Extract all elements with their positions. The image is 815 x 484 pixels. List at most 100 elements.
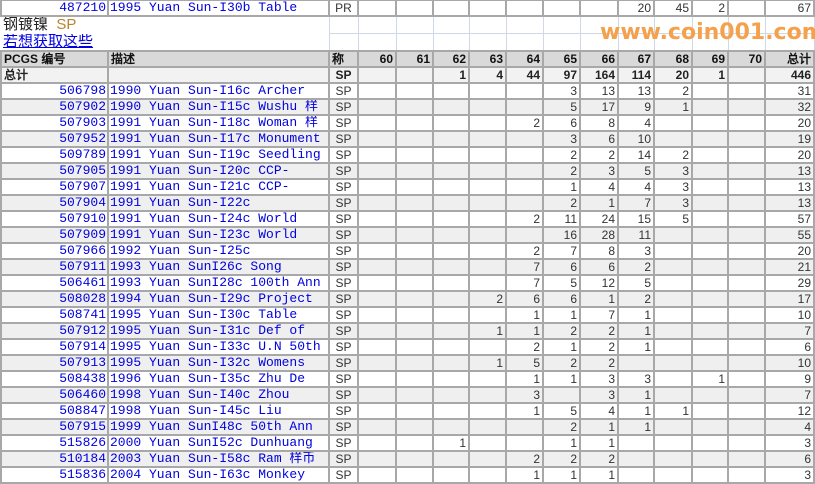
description[interactable]: 1991 Yuan Sun-I21c CCP-	[107, 178, 330, 196]
pcgs-number[interactable]: 507913	[0, 354, 109, 372]
grade-64-count: 1	[505, 370, 544, 388]
grade-61-count	[395, 146, 434, 164]
totals-grade-67: 114	[617, 66, 655, 84]
description[interactable]: 1990 Yuan Sun-I16c Archer	[107, 82, 330, 100]
pcgs-number[interactable]: 508741	[0, 306, 109, 324]
grade-69-count	[691, 162, 729, 180]
grade-67-count: 20	[617, 0, 655, 17]
pcgs-number[interactable]: 507914	[0, 338, 109, 356]
pcgs-number[interactable]: 506460	[0, 386, 109, 404]
pcgs-number[interactable]: 507966	[0, 242, 109, 260]
grade-69-count	[691, 322, 729, 340]
pcgs-number[interactable]: 507903	[0, 114, 109, 132]
pcgs-number[interactable]: 508847	[0, 402, 109, 420]
grade-63-count	[468, 178, 507, 196]
pcgs-number[interactable]: 506798	[0, 82, 109, 100]
pcgs-number[interactable]: 515826	[0, 434, 109, 452]
pcgs-number[interactable]: 515836	[0, 466, 109, 484]
grade-68-count	[653, 386, 693, 404]
grade-61-count	[395, 242, 434, 260]
grade-63-count	[468, 130, 507, 148]
grade-64-count: 2	[505, 210, 544, 228]
description[interactable]: 1991 Yuan Sun-I17c Monument	[107, 130, 330, 148]
description[interactable]: 2003 Yuan Sun-I58c Ram 样币	[107, 450, 330, 468]
description[interactable]: 1995 Yuan Sun-I32c Womens	[107, 354, 330, 372]
grade-68-count	[653, 338, 693, 356]
grade-66-count: 1	[579, 418, 619, 436]
grade-66-count: 3	[579, 386, 619, 404]
grade-64-count: 5	[505, 354, 544, 372]
grade-67-count: 3	[617, 370, 655, 388]
totals-grade-69: 1	[691, 66, 729, 84]
get-these-link[interactable]: 若想获取这些	[3, 33, 94, 50]
description[interactable]: 1992 Yuan Sun-I25c	[107, 242, 330, 260]
description[interactable]: 1991 Yuan Sun-I23c World	[107, 226, 330, 244]
pcgs-number[interactable]: 507909	[0, 226, 109, 244]
row-total: 12	[764, 402, 815, 420]
grade-65-count: 1	[542, 306, 581, 324]
description[interactable]: 1993 Yuan SunI28c 100th Ann	[107, 274, 330, 292]
pcgs-number[interactable]: 506461	[0, 274, 109, 292]
pcgs-number[interactable]: 507952	[0, 130, 109, 148]
grade-62-count	[432, 258, 470, 276]
description[interactable]: 1995 Yuan Sun-I30b Table	[107, 0, 330, 17]
description[interactable]: 1999 Yuan SunI48c 50th Ann	[107, 418, 330, 436]
pcgs-number[interactable]: 510184	[0, 450, 109, 468]
grade-61-count	[395, 306, 434, 324]
designation: SP	[328, 226, 359, 244]
description[interactable]: 1994 Yuan Sun-I29c Project	[107, 290, 330, 308]
description[interactable]: 2000 Yuan SunI52c Dunhuang	[107, 434, 330, 452]
row-total: 29	[764, 274, 815, 292]
designation: SP	[328, 130, 359, 148]
row-total: 9	[764, 370, 815, 388]
pcgs-number[interactable]: 507910	[0, 210, 109, 228]
description[interactable]: 1996 Yuan Sun-I35c Zhu De	[107, 370, 330, 388]
description[interactable]: 1998 Yuan Sun-I45c Liu	[107, 402, 330, 420]
grade-65-count: 6	[542, 290, 581, 308]
description[interactable]: 1990 Yuan Sun-I15c Wushu 样	[107, 98, 330, 116]
row-total: 7	[764, 322, 815, 340]
description[interactable]: 1998 Yuan Sun-I40c Zhou	[107, 386, 330, 404]
header-grade-66: 66	[579, 50, 619, 68]
grade-65-count: 2	[542, 146, 581, 164]
grade-63-count	[468, 274, 507, 292]
pcgs-number[interactable]: 507911	[0, 258, 109, 276]
pcgs-number[interactable]: 507905	[0, 162, 109, 180]
grade-62-count	[432, 82, 470, 100]
description[interactable]: 1995 Yuan Sun-I31c Def of	[107, 322, 330, 340]
description[interactable]: 1991 Yuan Sun-I18c Woman 样	[107, 114, 330, 132]
description[interactable]: 2004 Yuan Sun-I63c Monkey	[107, 466, 330, 484]
pcgs-number[interactable]: 487210	[0, 0, 109, 17]
description[interactable]: 1993 Yuan SunI26c Song	[107, 258, 330, 276]
designation: SP	[328, 274, 359, 292]
table-row: 508028 1994 Yuan Sun-I29c Project SP 2 6 6 1 2 1…	[0, 290, 815, 308]
grade-65-count: 1	[542, 434, 581, 452]
table-row: 507966 1992 Yuan Sun-I25c SP 2 7 8 3 20	[0, 242, 815, 260]
pcgs-number[interactable]: 508438	[0, 370, 109, 388]
pcgs-number[interactable]: 507904	[0, 194, 109, 212]
pcgs-number[interactable]: 507902	[0, 98, 109, 116]
pcgs-number[interactable]: 508028	[0, 290, 109, 308]
grade-65-count: 1	[542, 370, 581, 388]
grade-67-count: 1	[617, 306, 655, 324]
description[interactable]: 1991 Yuan Sun-I22c	[107, 194, 330, 212]
grade-68-count: 2	[653, 82, 693, 100]
grade-60-count	[357, 258, 397, 276]
table-row: 507902 1990 Yuan Sun-I15c Wushu 样 SP 5 17 9 1 3…	[0, 98, 815, 116]
description[interactable]: 1991 Yuan Sun-I19c Seedling	[107, 146, 330, 164]
grade-61-count	[395, 274, 434, 292]
pcgs-number[interactable]: 507907	[0, 178, 109, 196]
grade-61-count	[395, 338, 434, 356]
description[interactable]: 1991 Yuan Sun-I24c World	[107, 210, 330, 228]
grade-60-count	[357, 162, 397, 180]
designation: SP	[328, 466, 359, 484]
description[interactable]: 1995 Yuan Sun-I33c U.N 50th	[107, 338, 330, 356]
grade-61-count	[395, 178, 434, 196]
pcgs-number[interactable]: 507915	[0, 418, 109, 436]
pcgs-number[interactable]: 509789	[0, 146, 109, 164]
grade-62-count	[432, 338, 470, 356]
description[interactable]: 1991 Yuan Sun-I20c CCP-	[107, 162, 330, 180]
grade-60-count	[357, 194, 397, 212]
pcgs-number[interactable]: 507912	[0, 322, 109, 340]
description[interactable]: 1995 Yuan Sun-I30c Table	[107, 306, 330, 324]
